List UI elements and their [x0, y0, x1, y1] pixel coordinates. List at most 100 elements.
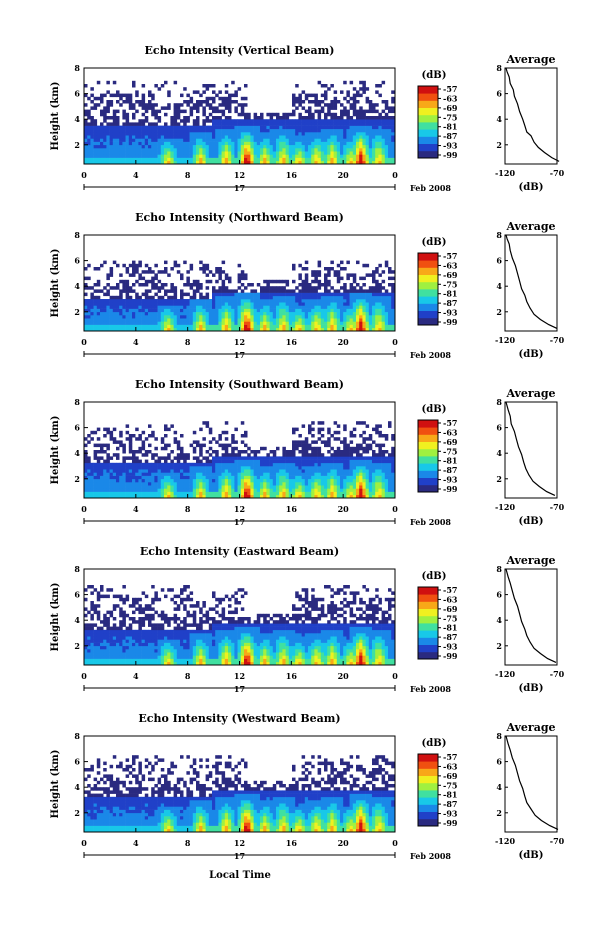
heatmap-cell: [365, 424, 370, 428]
heatmap-cell: [330, 446, 334, 451]
heatmap-cell: [215, 295, 219, 300]
heatmap-cell: [116, 157, 120, 162]
heatmap-cell: [352, 122, 357, 126]
heatmap-cell: [372, 488, 376, 492]
heatmap-cell: [282, 157, 286, 162]
heatmap-cell: [218, 138, 222, 142]
heatmap-cell: [304, 437, 309, 441]
heatmap-cell: [180, 446, 184, 451]
heatmap-cell: [263, 321, 267, 325]
heatmap-cell: [288, 157, 293, 162]
heatmap-cell: [263, 286, 267, 290]
heatmap-cell: [343, 308, 347, 313]
heatmap-cell: [295, 292, 299, 297]
heatmap-cell: [148, 295, 152, 300]
heatmap-cell: [122, 93, 126, 98]
heatmap-cell: [154, 446, 158, 451]
heatmap-cell: [138, 318, 142, 322]
heatmap-cell: [311, 472, 315, 476]
heatmap-cell: [356, 100, 360, 104]
heatmap-cell: [93, 128, 98, 133]
heatmap-cell: [368, 485, 373, 489]
heatmap-cell: [362, 491, 366, 496]
heatmap-cell: [314, 466, 318, 470]
heatmap-cell: [170, 308, 174, 313]
heatmap-cell: [260, 128, 264, 133]
heatmap-cell: [247, 324, 251, 329]
heatmap-cell: [352, 305, 357, 309]
heatmap-cell: [311, 434, 315, 438]
heatmap-cell: [359, 305, 363, 309]
heatmap-cell: [388, 109, 392, 114]
heatmap-cell: [304, 93, 309, 98]
heatmap-cell: [349, 96, 354, 101]
heatmap-cell: [308, 446, 312, 451]
heatmap-cell: [189, 299, 194, 303]
heatmap-cell: [260, 494, 264, 499]
heatmap-cell: [375, 144, 379, 149]
heatmap-cell: [356, 324, 360, 329]
heatmap-cell: [247, 466, 251, 470]
heatmap-cell: [112, 472, 117, 476]
heatmap-cell: [365, 315, 370, 319]
heatmap-cell: [333, 295, 338, 300]
heatmap-cell: [308, 469, 312, 473]
heatmap-cell: [324, 125, 328, 130]
heatmap-cell: [176, 440, 181, 444]
heatmap-cell: [311, 494, 315, 499]
heatmap-cell: [218, 119, 222, 123]
heatmap-cell: [343, 459, 347, 464]
heatmap-cell: [141, 125, 146, 130]
heatmap-cell: [384, 450, 389, 454]
heatmap-cell: [183, 315, 187, 319]
heatmap-cell: [84, 494, 88, 499]
heatmap-cell: [93, 141, 98, 146]
heatmap-cell: [362, 128, 366, 133]
heatmap-cell: [282, 459, 286, 464]
heatmap-cell: [135, 151, 139, 155]
heatmap-cell: [240, 132, 245, 136]
heatmap-cell: [359, 443, 363, 448]
heatmap-cell: [359, 478, 363, 483]
heatmap-cell: [164, 485, 168, 489]
heatmap-cell: [224, 119, 229, 123]
heatmap-cell: [208, 154, 213, 158]
heatmap-cell: [330, 100, 334, 104]
heatmap-cell: [240, 103, 245, 107]
heatmap-cell: [138, 327, 142, 332]
heatmap-cell: [372, 160, 376, 165]
heatmap-cell: [122, 302, 126, 306]
heatmap-cell: [244, 116, 248, 120]
heatmap-cell: [112, 154, 117, 158]
heatmap-cell: [160, 299, 165, 303]
heatmap-cell: [327, 157, 331, 162]
heatmap-cell: [224, 138, 229, 142]
heatmap-cell: [160, 318, 165, 322]
heatmap-cell: [391, 125, 395, 130]
heatmap-cell: [93, 148, 98, 152]
heatmap-cell: [84, 488, 88, 492]
heatmap-cell: [359, 135, 363, 139]
heatmap-cell: [173, 289, 178, 293]
heatmap-cell: [272, 119, 277, 123]
heatmap-cell: [119, 299, 123, 303]
heatmap-cell: [93, 450, 98, 454]
heatmap-cell: [224, 157, 229, 162]
heatmap-cell: [362, 144, 366, 149]
heatmap-cell: [212, 324, 216, 329]
heatmap-cell: [336, 485, 341, 489]
x-tick-label: 0: [392, 170, 398, 180]
heatmap-cell: [231, 128, 235, 133]
heatmap-cell: [240, 96, 245, 101]
heatmap-cell: [349, 466, 354, 470]
heatmap-cell: [333, 132, 338, 136]
heatmap-cell: [269, 160, 274, 165]
heatmap-cell: [266, 151, 270, 155]
heatmap-cell: [128, 154, 133, 158]
heatmap-cell: [365, 135, 370, 139]
heatmap-cell: [368, 456, 373, 460]
heatmap-cell: [356, 456, 360, 460]
heatmap-cell: [208, 299, 213, 303]
heatmap-cell: [154, 321, 158, 325]
heatmap-cell: [221, 151, 226, 155]
